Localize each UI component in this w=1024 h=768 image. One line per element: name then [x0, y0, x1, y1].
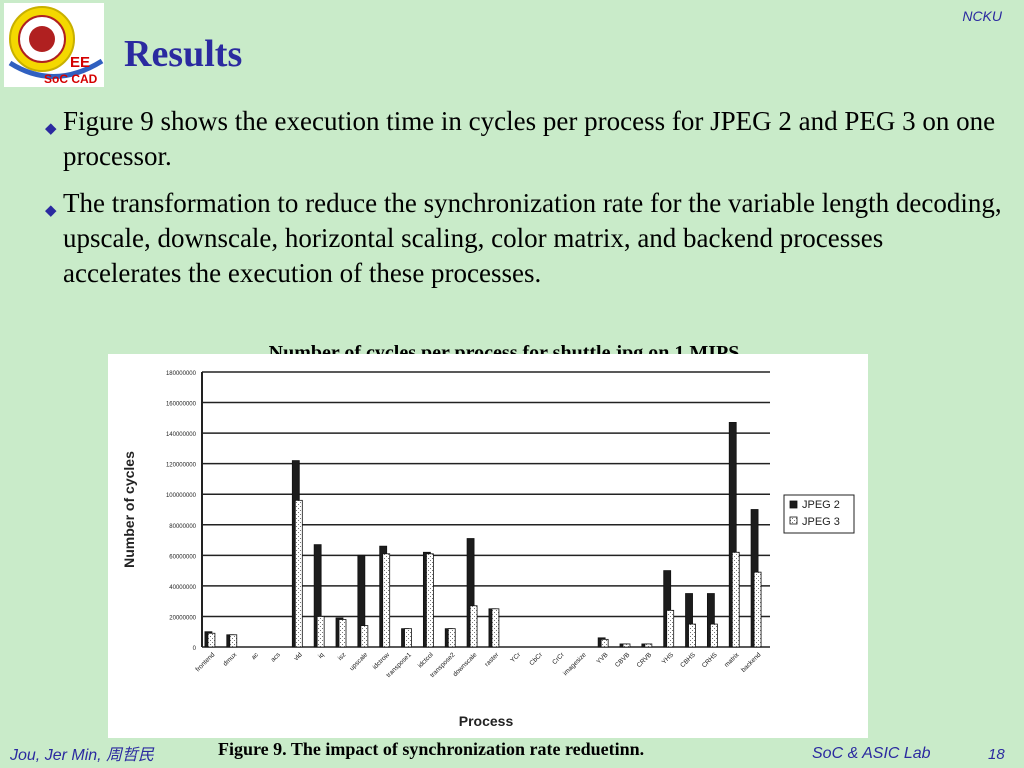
legend-swatch-jpeg2 — [789, 500, 798, 509]
y-tick-label: 100000000 — [166, 493, 197, 499]
x-tick-label: iq — [317, 651, 326, 660]
x-tick-label: CBVB — [614, 651, 631, 668]
footer-lab: SoC & ASIC Lab — [812, 745, 931, 762]
bullet-item: ◆ Figure 9 shows the execution time in cy… — [42, 104, 1002, 174]
x-tick-label: vld — [293, 651, 304, 662]
x-tick-label: CRVB — [636, 651, 654, 669]
x-tick-label: ac — [250, 651, 260, 661]
x-tick-label: YCr — [509, 651, 522, 664]
bar-jpeg3 — [666, 609, 675, 648]
bullet-text: The transformation to reduce the synchro… — [63, 188, 1002, 288]
x-axis-title: Process — [459, 713, 514, 729]
bar-jpeg3 — [404, 628, 412, 648]
x-tick-label: dmux — [222, 651, 239, 668]
y-tick-label: 160000000 — [166, 402, 197, 408]
x-tick-label: CbCr — [528, 651, 544, 667]
bar-jpeg3 — [382, 553, 391, 648]
bar-jpeg3 — [207, 632, 216, 648]
diamond-bullet-icon: ◆ — [45, 121, 57, 137]
x-tick-label: YHS — [661, 651, 676, 666]
chart-container: 0 20000000 40000000 60000000 80000000 1000000… — [108, 354, 868, 738]
bar-jpeg3 — [644, 643, 653, 648]
logo-text-soccad: SoC CAD — [44, 72, 98, 86]
bullet-text: Figure 9 shows the execution time in cyc… — [63, 106, 996, 171]
y-tick-label: 20000000 — [169, 615, 196, 621]
legend-label-jpeg2: JPEG 2 — [802, 499, 840, 511]
y-tick-label: 120000000 — [166, 463, 197, 469]
x-tick-label: CrCr — [551, 651, 566, 666]
x-tick-label: imagesize — [562, 651, 588, 677]
y-tick-label: 140000000 — [166, 432, 197, 438]
bar-jpeg3 — [753, 571, 762, 648]
x-tick-label: raster — [484, 651, 501, 668]
x-tick-label: upscale — [348, 651, 369, 672]
bar-jpeg3 — [622, 643, 631, 648]
bar-jpeg3 — [425, 553, 434, 648]
y-tick-label: 80000000 — [169, 524, 196, 530]
page-title: Results — [124, 33, 243, 75]
x-tick-label: downscale — [452, 651, 479, 678]
bar-jpeg3 — [316, 616, 325, 648]
bar-jpeg3 — [731, 551, 740, 648]
x-tick-label: CBHS — [679, 651, 697, 669]
bullet-list: ◆ Figure 9 shows the execution time in cy… — [42, 104, 1002, 303]
y-tick-label: 40000000 — [169, 585, 196, 591]
legend-swatch-jpeg3 — [789, 516, 798, 525]
bar-chart: 0 20000000 40000000 60000000 80000000 1000000… — [121, 371, 855, 729]
diamond-bullet-icon: ◆ — [45, 203, 57, 219]
org-label: NCKU — [962, 8, 1002, 24]
bar-jpeg3 — [469, 605, 478, 648]
x-tick-label: idctrow — [372, 651, 392, 671]
bar-jpeg3 — [600, 638, 609, 648]
footer-author: Jou, Jer Min, 周哲民 — [10, 747, 155, 764]
y-tick-label: 180000000 — [166, 371, 197, 377]
x-tick-label: CRHS — [701, 651, 719, 669]
y-tick-label: 0 — [193, 646, 197, 652]
bar-jpeg3 — [491, 608, 500, 648]
x-tick-label: acs — [270, 651, 283, 664]
bar-jpeg3 — [688, 623, 696, 648]
x-tick-label: idctcol — [417, 651, 435, 669]
logo-text-ee: EE — [70, 54, 90, 71]
bullet-item: ◆ The transformation to reduce the synchr… — [42, 186, 1002, 291]
page-number: 18 — [988, 746, 1005, 763]
x-tick-label: YVB — [595, 651, 609, 665]
x-tick-label: matrix — [723, 651, 741, 669]
bar-jpeg3 — [447, 628, 456, 648]
x-tick-label: frontend — [195, 651, 217, 673]
x-tick-label: isz — [337, 651, 348, 662]
x-tick-label: backend — [740, 651, 763, 674]
logo: EE SoC CAD — [4, 3, 104, 87]
logo-emblem-icon: EE SoC CAD — [4, 3, 104, 87]
y-axis-title: Number of cycles — [121, 451, 137, 568]
legend-label-jpeg3: JPEG 3 — [802, 516, 840, 528]
bar-jpeg3 — [709, 623, 718, 648]
bar-jpeg3 — [294, 499, 303, 648]
bar-jpeg3 — [338, 619, 347, 648]
bar-jpeg3 — [360, 625, 369, 648]
figure-caption: Figure 9. The impact of synchronization … — [218, 739, 645, 759]
bar-jpeg3 — [229, 634, 238, 648]
y-tick-label: 60000000 — [169, 554, 196, 560]
